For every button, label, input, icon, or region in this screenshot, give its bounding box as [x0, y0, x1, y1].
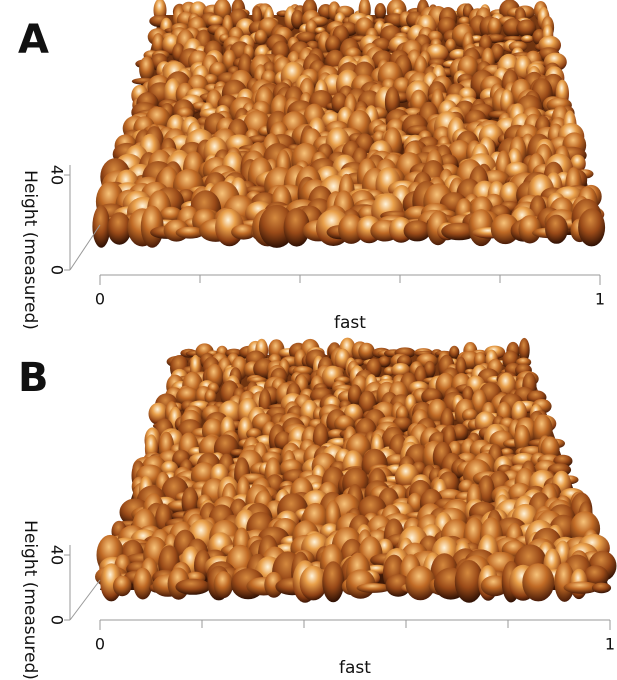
surface-bump	[92, 205, 110, 248]
z-axis-label: Height (measured)	[20, 520, 40, 680]
surface-panel: B 0 1 fast 0 40 Height (measured)	[18, 338, 617, 680]
surface-bump	[521, 35, 534, 43]
panel-label: A	[18, 17, 49, 63]
x-tick-label: 1	[595, 290, 605, 309]
x-tick-label: 0	[95, 635, 105, 654]
x-axis-label: fast	[339, 658, 371, 678]
surface-bump	[578, 208, 605, 246]
x-axis-label: fast	[334, 313, 366, 333]
z-axis-label: Height (measured)	[20, 170, 40, 330]
z-tick-label: 0	[48, 265, 67, 275]
surface-bump	[175, 579, 210, 595]
z-axis-link	[70, 225, 100, 270]
z-axis-link	[70, 580, 100, 620]
surface-bump	[358, 343, 374, 361]
surface-bump	[404, 220, 431, 241]
surface-bump	[522, 563, 554, 601]
surface-bump	[133, 568, 152, 600]
z-tick-label: 40	[48, 165, 67, 185]
surface-bump	[254, 30, 267, 45]
z-tick-label: 40	[48, 545, 67, 565]
surface-bump	[375, 3, 386, 20]
z-tick-label: 0	[48, 615, 67, 625]
x-tick-label: 0	[95, 290, 105, 309]
figure: A 0 1 fast 0 40 Height (measured) B 0 1 fast 0 40 Hei…	[0, 0, 617, 680]
surface-bump	[592, 583, 611, 594]
surface-bump	[113, 576, 131, 597]
x-tick-label: 1	[605, 635, 615, 654]
surface-bump	[545, 215, 568, 244]
surface-panel: A 0 1 fast 0 40 Height (measured)	[18, 0, 605, 333]
surface-bump	[214, 571, 233, 598]
surface-bump	[322, 561, 344, 602]
panel-label: B	[18, 355, 49, 401]
